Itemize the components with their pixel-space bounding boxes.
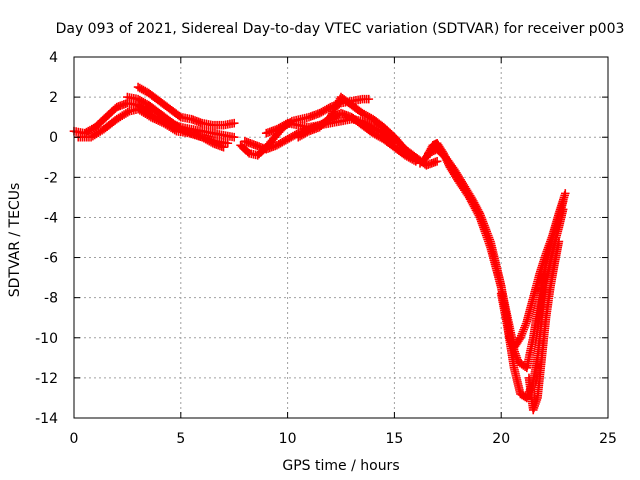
data-point — [229, 118, 239, 128]
data-point — [554, 237, 564, 246]
data-point — [558, 197, 568, 206]
series-track-12 — [524, 237, 564, 415]
data-points — [69, 82, 570, 415]
data-point — [432, 156, 442, 166]
data-point — [364, 94, 374, 104]
data-point — [560, 189, 570, 198]
y-tick-label: -6 — [44, 251, 58, 267]
x-axis-label: GPS time / hours — [282, 458, 399, 474]
series-track-4 — [123, 92, 228, 152]
y-tick-label: 0 — [49, 130, 58, 146]
series-track-3 — [133, 82, 239, 130]
data-point — [558, 205, 568, 214]
y-tick-label: 2 — [49, 90, 58, 106]
y-tick-label: -10 — [35, 331, 58, 347]
data-point — [229, 132, 239, 142]
data-point — [223, 138, 233, 148]
plot-frame — [73, 56, 609, 419]
y-tick-label: -4 — [44, 210, 58, 226]
data-point — [219, 142, 228, 152]
x-tick-label: 20 — [492, 431, 510, 447]
x-tick-label: 10 — [279, 431, 297, 447]
x-tick-label: 5 — [176, 431, 185, 447]
chart-title: Day 093 of 2021, Sidereal Day-to-day VTE… — [56, 21, 625, 37]
x-tick-label: 15 — [385, 431, 403, 447]
y-tick-label: -12 — [35, 371, 58, 387]
y-tick-label: -14 — [35, 411, 58, 427]
y-tick-label: -2 — [44, 170, 58, 186]
y-tick-label: 4 — [49, 50, 58, 66]
y-tick-label: -8 — [44, 291, 58, 307]
x-tick-label: 0 — [70, 431, 79, 447]
x-tick-label: 25 — [599, 431, 617, 447]
axis-ticks: 0 5 10 15 20 25 -14 -12 -10 -8 -6 -4 -2 0 2 4 — [35, 50, 617, 447]
y-axis-label: SDTVAR / TECUs — [7, 183, 23, 298]
